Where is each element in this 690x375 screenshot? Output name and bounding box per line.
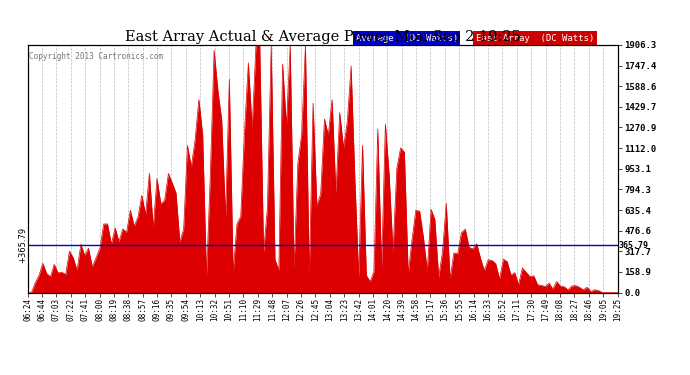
Text: East Array  (DC Watts): East Array (DC Watts) (476, 33, 594, 42)
Text: Copyright 2013 Cartronics.com: Copyright 2013 Cartronics.com (29, 53, 163, 62)
Text: +365.79: +365.79 (18, 227, 27, 263)
Text: 365.79: 365.79 (619, 240, 649, 249)
Title: East Array Actual & Average Power Mon Sep 2 19:25: East Array Actual & Average Power Mon Se… (125, 30, 520, 44)
Text: Average  (DC Watts): Average (DC Watts) (355, 33, 457, 42)
